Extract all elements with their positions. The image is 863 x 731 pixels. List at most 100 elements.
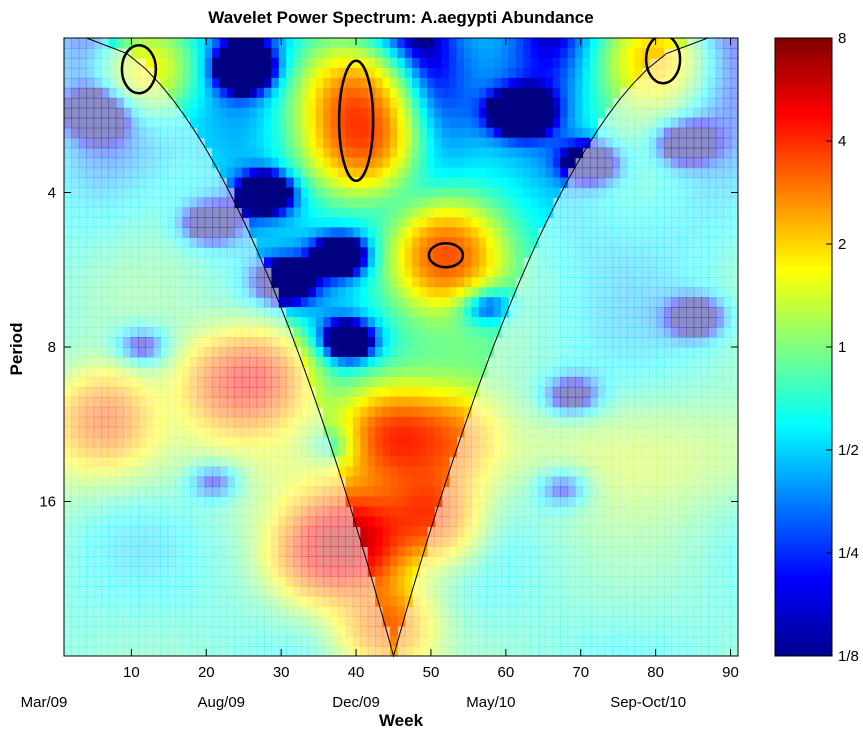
heatmap-cell <box>293 376 302 388</box>
heatmap-cell <box>382 436 391 448</box>
heatmap-cell <box>301 157 309 169</box>
heatmap-cell <box>397 277 406 288</box>
heatmap-cell <box>264 237 272 248</box>
heatmap-cell <box>264 556 272 567</box>
heatmap-cell <box>515 217 524 228</box>
heatmap-cell <box>286 456 295 468</box>
heatmap-cell <box>567 446 576 458</box>
heatmap-cell <box>123 506 132 518</box>
heatmap-cell <box>256 576 265 587</box>
heatmap-cell <box>604 396 613 408</box>
heatmap-cell <box>115 616 124 627</box>
heatmap-cell <box>301 596 309 607</box>
heatmap-cell <box>145 556 154 567</box>
heatmap-cell <box>115 127 124 139</box>
heatmap-cell <box>145 137 154 149</box>
heatmap-cell <box>293 287 302 298</box>
heatmap-cell <box>345 426 354 438</box>
heatmap-cell <box>508 107 517 119</box>
heatmap-cell <box>641 357 650 368</box>
heatmap-cell <box>634 97 643 109</box>
heatmap-cell <box>352 277 361 288</box>
heatmap-cell <box>256 67 265 79</box>
heatmap-cell <box>567 77 576 89</box>
heatmap-cell <box>441 227 450 238</box>
heatmap-cell <box>389 436 398 448</box>
heatmap-cell <box>582 327 591 338</box>
heatmap-cell <box>604 147 613 159</box>
heatmap-cell <box>130 48 139 59</box>
heatmap-cell <box>567 466 576 478</box>
heatmap-cell <box>567 147 576 159</box>
heatmap-cell <box>478 87 487 99</box>
heatmap-cell <box>219 616 228 627</box>
heatmap-cell <box>464 556 472 567</box>
heatmap-cell <box>656 117 665 129</box>
heatmap-cell <box>138 536 147 547</box>
heatmap-cell <box>375 217 384 228</box>
heatmap-cell <box>597 566 606 577</box>
heatmap-cell <box>464 237 472 248</box>
heatmap-cell <box>464 626 472 637</box>
heatmap-cell <box>493 197 502 209</box>
heatmap-cell <box>589 117 598 129</box>
heatmap-cell <box>249 586 258 597</box>
heatmap-cell <box>426 177 435 189</box>
heatmap-cell <box>412 426 421 438</box>
heatmap-cell <box>338 646 346 656</box>
heatmap-cell <box>301 197 309 209</box>
heatmap-cell <box>167 636 176 647</box>
heatmap-cell <box>582 167 591 179</box>
heatmap-cell <box>567 386 576 398</box>
heatmap-cell <box>612 177 621 189</box>
heatmap-cell <box>323 117 332 129</box>
heatmap-cell <box>338 227 346 238</box>
heatmap-cell <box>478 476 487 488</box>
heatmap-cell <box>604 48 613 59</box>
heatmap-cell <box>649 38 658 49</box>
heatmap-cell <box>493 466 502 478</box>
heatmap-cell <box>434 247 443 258</box>
heatmap-cell <box>597 366 606 378</box>
heatmap-cell <box>197 267 206 278</box>
heatmap-cell <box>352 97 361 109</box>
heatmap-cell <box>501 157 509 169</box>
heatmap-cell <box>419 327 428 338</box>
heatmap-cell <box>656 386 665 398</box>
heatmap-cell <box>412 57 421 69</box>
heatmap-cell <box>589 347 598 358</box>
heatmap-cell <box>456 77 465 89</box>
heatmap-cell <box>626 167 635 179</box>
heatmap-cell <box>567 516 576 528</box>
heatmap-cell <box>367 646 376 656</box>
heatmap-cell <box>138 327 147 338</box>
heatmap-cell <box>71 307 80 318</box>
heatmap-cell <box>256 38 265 49</box>
heatmap-cell <box>434 596 443 607</box>
heatmap-cell <box>545 197 554 209</box>
heatmap-cell <box>308 67 317 79</box>
heatmap-cell <box>493 257 502 268</box>
heatmap-cell <box>219 536 228 547</box>
heatmap-cell <box>567 416 576 428</box>
heatmap-cell <box>530 526 539 537</box>
heatmap-cell <box>464 177 472 189</box>
heatmap-cell <box>478 57 487 69</box>
heatmap-cell <box>271 576 280 587</box>
heatmap-cell <box>382 496 391 508</box>
heatmap-cell <box>501 167 509 179</box>
heatmap-cell <box>101 466 109 478</box>
heatmap-cell <box>71 107 80 119</box>
heatmap-cell <box>204 87 213 99</box>
heatmap-cell <box>108 426 117 438</box>
heatmap-cell <box>375 357 384 368</box>
heatmap-cell <box>130 357 139 368</box>
heatmap-cell <box>419 416 428 428</box>
heatmap-cell <box>515 576 524 587</box>
heatmap-cell <box>530 446 539 458</box>
heatmap-cell <box>523 337 532 348</box>
heatmap-cell <box>493 536 502 547</box>
heatmap-cell <box>175 107 184 119</box>
heatmap-cell <box>352 596 361 607</box>
heatmap-cell <box>71 48 80 59</box>
